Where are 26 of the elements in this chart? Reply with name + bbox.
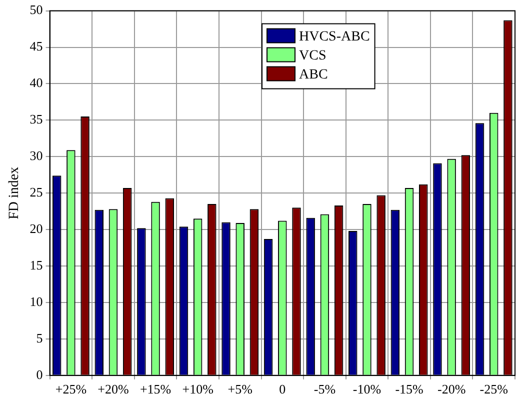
y-tick-label: 15 bbox=[30, 257, 43, 272]
legend-label: ABC bbox=[299, 67, 328, 82]
x-tick-label: +15% bbox=[140, 382, 172, 397]
y-tick-label: 25 bbox=[30, 184, 43, 200]
y-tick-label: 35 bbox=[30, 112, 43, 127]
y-axis-title: FD index bbox=[7, 166, 22, 220]
x-tick-label: 0 bbox=[279, 382, 286, 397]
legend-label: VCS bbox=[299, 48, 326, 64]
x-tick-label: -15% bbox=[395, 382, 424, 397]
y-tick-label: 40 bbox=[30, 75, 43, 90]
x-tick-label: +10% bbox=[182, 382, 214, 397]
y-tick-label: 50 bbox=[30, 2, 43, 18]
y-tick-label: 10 bbox=[30, 294, 43, 309]
x-tick-label: -10% bbox=[352, 382, 382, 397]
x-tick-label: +20% bbox=[98, 382, 129, 397]
x-tick-label: -5% bbox=[314, 382, 336, 397]
y-tick-label: 0 bbox=[36, 366, 43, 382]
x-tick-label: -25% bbox=[480, 382, 508, 397]
x-tick-label: -20% bbox=[437, 382, 466, 397]
y-tick-label: 45 bbox=[30, 38, 43, 54]
y-tick-label: 30 bbox=[30, 148, 43, 164]
y-tick-label: 20 bbox=[30, 220, 43, 236]
legend-label: HVCS-ABC bbox=[299, 29, 370, 44]
x-tick-label: +5% bbox=[228, 382, 253, 397]
y-tick-label: 5 bbox=[36, 330, 43, 346]
x-tick-label: +25% bbox=[55, 382, 87, 397]
